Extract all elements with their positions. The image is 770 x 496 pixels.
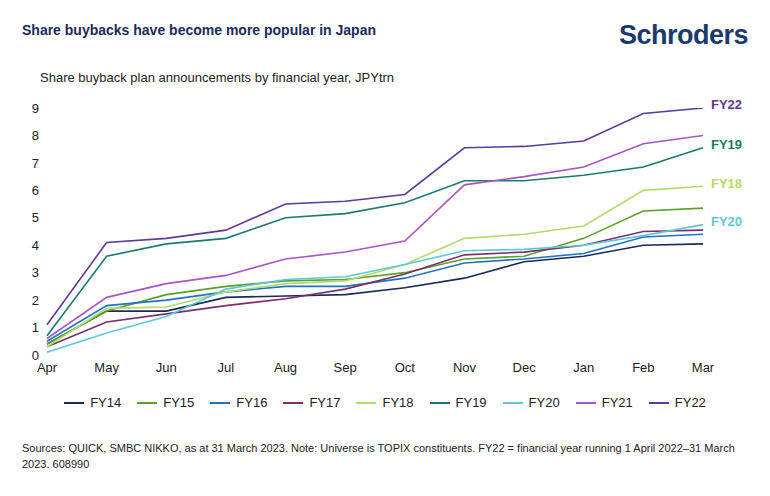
svg-text:3: 3	[32, 265, 39, 280]
html-text:FY22: FY22	[674, 395, 706, 410]
html-text:FY20: FY20	[528, 395, 560, 410]
svg-text:FY20: FY20	[711, 214, 742, 229]
svg-text:6: 6	[32, 183, 39, 198]
html-text:Sources: QUICK, SMBC NIKKO, as: Sources: QUICK, SMBC NIKKO, as at 31 Mar…	[22, 442, 735, 470]
html-text:FY14: FY14	[90, 395, 122, 410]
svg-text:Nov: Nov	[453, 360, 477, 375]
svg-text:Apr: Apr	[37, 360, 58, 375]
svg-text:Dec: Dec	[513, 360, 537, 375]
html-text:Schroders: Schroders	[618, 20, 748, 50]
svg-text:9: 9	[32, 101, 39, 116]
html-text:FY16: FY16	[236, 395, 268, 410]
html-text:Share buybacks have become mor: Share buybacks have become more popular …	[22, 22, 376, 38]
svg-text:1: 1	[32, 320, 39, 335]
svg-text:Feb: Feb	[632, 360, 654, 375]
svg-text:Aug: Aug	[274, 360, 297, 375]
svg-text:Jan: Jan	[573, 360, 594, 375]
svg-text:FY22: FY22	[711, 97, 742, 112]
svg-text:May: May	[94, 360, 119, 375]
svg-text:Sep: Sep	[334, 360, 357, 375]
svg-text:Jun: Jun	[156, 360, 177, 375]
svg-text:FY18: FY18	[711, 176, 742, 191]
svg-text:Mar: Mar	[692, 360, 715, 375]
html-text:FY15: FY15	[163, 395, 195, 410]
svg-text:FY19: FY19	[711, 137, 742, 152]
svg-text:8: 8	[32, 128, 39, 143]
svg-text:Jul: Jul	[218, 360, 235, 375]
html-text:FY19: FY19	[455, 395, 487, 410]
svg-text:4: 4	[32, 238, 39, 253]
svg-text:2: 2	[32, 293, 39, 308]
svg-text:7: 7	[32, 156, 39, 171]
svg-text:5: 5	[32, 210, 39, 225]
html-text:FY21: FY21	[601, 395, 633, 410]
svg-text:Oct: Oct	[395, 360, 416, 375]
html-text:Share buyback plan announcemen: Share buyback plan announcements by fina…	[40, 70, 395, 85]
html-text:FY17: FY17	[309, 395, 341, 410]
html-text:FY18: FY18	[382, 395, 414, 410]
svg-text:0: 0	[32, 348, 39, 363]
